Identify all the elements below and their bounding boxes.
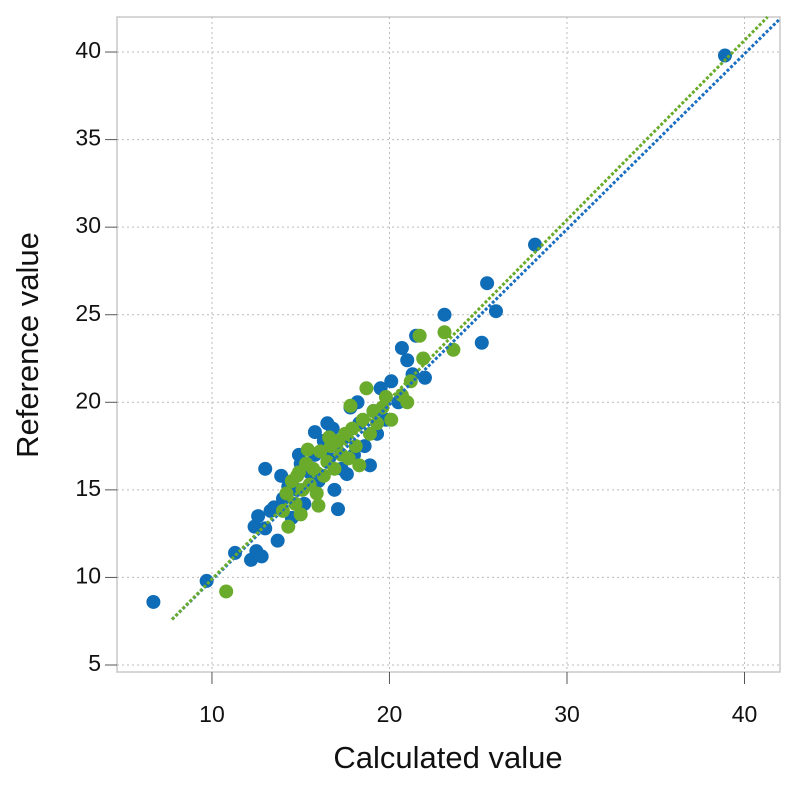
x-tick-label: 40 [732,701,758,727]
point [251,509,266,524]
point [400,395,415,410]
point [320,416,335,431]
point [274,468,289,483]
point [341,451,356,466]
y-tick-label: 40 [75,37,101,63]
y-axis-label: Reference value [10,232,45,458]
point [281,519,296,534]
point [279,486,294,501]
point [146,594,161,609]
y-tick-label: 15 [75,475,101,501]
point [199,573,214,588]
point [228,545,243,560]
x-tick-label: 20 [377,701,403,727]
point [384,374,399,389]
point [288,496,303,511]
point [352,458,367,473]
x-tick-label: 30 [554,701,580,727]
fit-line [170,15,769,621]
point [359,381,374,396]
point [403,374,418,389]
point [258,461,273,476]
point [384,412,399,427]
point [528,237,543,252]
point [247,519,262,534]
x-tick-label: 10 [199,701,225,727]
fit-line [170,17,782,621]
point [331,502,345,517]
point [322,430,337,445]
point [400,353,415,368]
point [219,584,234,599]
point [309,486,324,501]
y-tick-label: 10 [75,563,101,589]
x-axis-label: Calculated value [333,740,562,775]
point [370,416,385,431]
point [437,325,452,340]
y-tick-label: 25 [75,300,101,326]
plot-frame [116,16,781,673]
point [437,307,452,322]
point [480,276,495,291]
point [307,425,322,440]
y-tick-label: 35 [75,125,101,151]
point [446,342,461,357]
point [300,442,315,457]
point [474,335,489,350]
point [412,328,427,343]
point [311,498,326,513]
point [327,461,342,476]
point [378,390,393,405]
point [362,426,377,441]
y-tick-label: 30 [75,212,101,238]
point [417,370,432,385]
point [488,304,503,319]
point [343,398,358,413]
y-tick-label: 5 [88,650,101,676]
point [717,48,732,63]
point [316,468,331,483]
point [290,468,305,483]
point [327,482,342,497]
point [293,507,308,522]
point [270,533,285,548]
point [375,400,390,415]
point [394,341,409,356]
point [362,458,377,473]
y-tick-label: 20 [75,387,101,413]
point [313,444,328,459]
point [254,549,269,564]
point [339,467,354,482]
